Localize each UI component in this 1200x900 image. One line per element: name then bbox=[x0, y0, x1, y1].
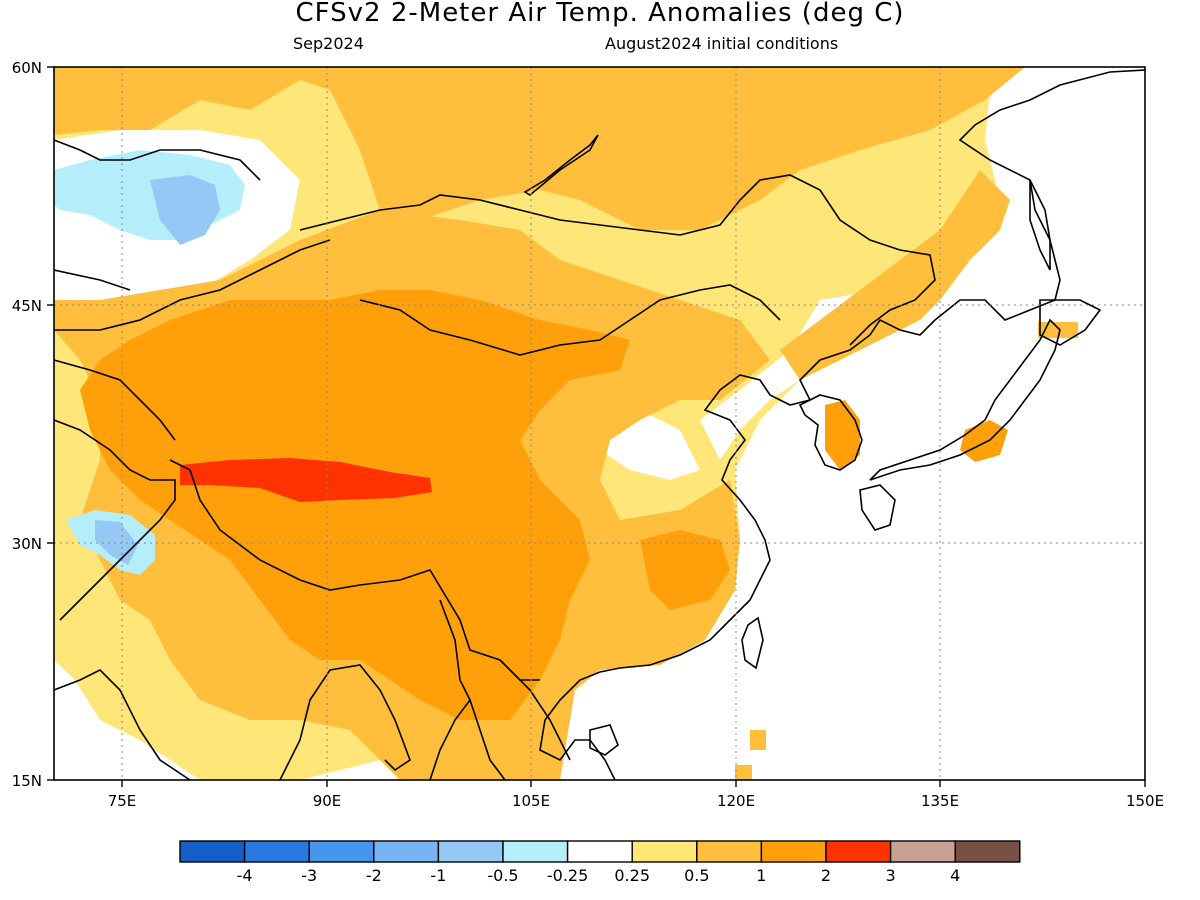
lat-label-45: 45N bbox=[12, 297, 42, 315]
field-lt-05-north bbox=[150, 175, 220, 245]
colorbar-swatch bbox=[502, 840, 569, 863]
colorbar-swatch bbox=[825, 840, 892, 863]
colorbar-swatch bbox=[308, 840, 375, 863]
colorbar-swatch bbox=[243, 840, 310, 863]
kyushu-outline bbox=[859, 484, 896, 531]
coastline-india-burma bbox=[54, 669, 191, 780]
coastline-bay-of-bengal bbox=[279, 664, 411, 780]
map-frame bbox=[53, 66, 1146, 781]
colorbar-swatch bbox=[889, 840, 956, 863]
colorbar-label: -3 bbox=[301, 866, 317, 885]
colorbar-label: 3 bbox=[886, 866, 896, 885]
sakhalin-outline bbox=[1029, 179, 1051, 271]
lake-baikal bbox=[523, 134, 599, 196]
colorbar-swatch bbox=[179, 840, 246, 863]
anomaly-fields bbox=[54, 67, 1078, 780]
colorbar-label: 2 bbox=[821, 866, 831, 885]
taiwan-outline bbox=[741, 616, 764, 670]
field-gt-05 bbox=[54, 67, 1025, 230]
colorbar-swatch bbox=[760, 840, 827, 863]
subtitle-month: Sep2024 bbox=[293, 34, 364, 53]
colorbar-label: 0.25 bbox=[614, 866, 650, 885]
lon-label-120: 120E bbox=[717, 792, 755, 810]
field-taiwan bbox=[750, 730, 766, 750]
lon-label-90: 90E bbox=[313, 792, 342, 810]
field-gt-2 bbox=[180, 458, 432, 502]
lon-label-75: 75E bbox=[108, 792, 137, 810]
coastlines-borders bbox=[54, 69, 1145, 780]
colorbar-label: -0.25 bbox=[547, 866, 588, 885]
axis-ticks bbox=[47, 66, 1146, 787]
map-title: CFSv2 2-Meter Air Temp. Anomalies (deg C… bbox=[295, 0, 905, 28]
field-gt-1-east bbox=[640, 530, 730, 610]
field-japan bbox=[960, 420, 1008, 462]
korea-outline bbox=[798, 394, 863, 471]
colorbar-label: -2 bbox=[366, 866, 382, 885]
hainan-outline bbox=[589, 724, 619, 756]
colorbar-label: -4 bbox=[237, 866, 253, 885]
lon-label-105: 105E bbox=[512, 792, 550, 810]
colorbar-swatch bbox=[696, 840, 763, 863]
coastline-east-asia bbox=[539, 69, 1145, 780]
lat-label-30: 30N bbox=[12, 535, 42, 553]
lat-label-60: 60N bbox=[12, 59, 42, 77]
colorbar-swatch bbox=[566, 840, 633, 863]
japan-outline bbox=[869, 318, 1061, 481]
field-luzon bbox=[735, 765, 752, 780]
central-asia-borders bbox=[54, 269, 176, 441]
field-gt-05-b bbox=[780, 170, 1010, 380]
lat-label-15: 15N bbox=[12, 772, 42, 790]
colorbar-label: -1 bbox=[430, 866, 446, 885]
gridlines bbox=[54, 67, 1145, 780]
field-gt-1 bbox=[80, 290, 630, 720]
field-hokkaido bbox=[1038, 322, 1078, 338]
russia-north-coast bbox=[54, 139, 261, 181]
colorbar-swatch bbox=[631, 840, 698, 863]
colorbar-label: -0.5 bbox=[487, 866, 518, 885]
colorbar-label: 0.5 bbox=[684, 866, 709, 885]
lon-label-150: 150E bbox=[1126, 792, 1164, 810]
colorbar-swatch bbox=[373, 840, 440, 863]
lon-label-135: 135E bbox=[921, 792, 959, 810]
colorbar-swatch bbox=[954, 840, 1021, 863]
colorbar: -4 -3 -2 -1 -0.5 -0.25 0.25 0.5 1 2 3 4 bbox=[179, 840, 1021, 885]
colorbar-swatch bbox=[437, 840, 504, 863]
china-border bbox=[299, 174, 936, 346]
colorbar-label: 1 bbox=[756, 866, 766, 885]
india-north-border bbox=[54, 419, 176, 621]
kazakh-border bbox=[54, 239, 331, 331]
field-korea bbox=[825, 400, 860, 470]
mongolia-border bbox=[359, 284, 781, 356]
hokkaido-outline bbox=[1039, 299, 1102, 346]
southeast-asia-borders bbox=[439, 599, 571, 761]
himalaya-border bbox=[169, 459, 540, 681]
subtitle-initial-conditions: August2024 initial conditions bbox=[605, 34, 839, 53]
colorbar-label: 4 bbox=[950, 866, 960, 885]
